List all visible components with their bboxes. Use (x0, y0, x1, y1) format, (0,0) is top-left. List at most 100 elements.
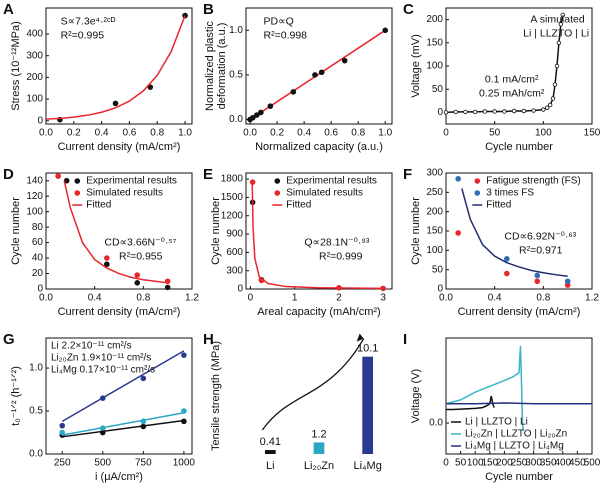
panel-label: E (203, 166, 213, 183)
annotation: 0.25 mAh/cm² (479, 88, 545, 100)
panel: C Voltage (mV) 0 50 100 150 0 50 100 150 200 Cycle … (403, 1, 600, 153)
y-tick-label: 100 (426, 61, 443, 72)
annotation: Li | LLZTO | Li (523, 27, 589, 39)
plot-frame (45, 172, 193, 290)
series-line (45, 15, 186, 120)
data-point (104, 261, 110, 268)
plot-frame (245, 7, 393, 125)
annotation: CD∝3.66N⁻⁰·⁵⁷ (104, 236, 176, 248)
y-tick-label: 600 (226, 247, 243, 258)
legend-swatch (74, 178, 81, 184)
y-axis-label: Voltage (V) (410, 369, 422, 423)
x-tick-label: 0.0 (439, 293, 453, 304)
data-point (492, 109, 497, 114)
x-tick-label: 1.2 (585, 293, 599, 304)
y-axis-label: t₀⁻¹ᐟ² (h⁻¹ᐟ²) (10, 366, 22, 426)
data-point (455, 230, 461, 236)
x-tick-label: 0 (443, 128, 449, 139)
x-tick-label: 1 (292, 293, 298, 304)
panel-label: C (403, 1, 414, 18)
x-tick-label: 0.2 (67, 128, 81, 139)
legend-label: Simulated results (86, 188, 163, 199)
data-point (443, 110, 449, 115)
annotation: CD∝6.92N⁻⁰·⁶³ (504, 231, 576, 243)
y-tick-label: 40 (32, 253, 44, 264)
x-tick-label: 250 (511, 458, 528, 469)
legend-label: Fitted (286, 200, 311, 211)
panel-label: G (3, 331, 15, 348)
x-tick-label: Li (266, 460, 275, 472)
legend-label: Li₄Mg | LLZTO | Li₄Mg (465, 441, 564, 452)
data-point (564, 282, 571, 288)
y-axis-label: Tensile strength (MPa) (210, 341, 222, 451)
plot-frame (245, 172, 393, 290)
x-tick-label: 100 (467, 458, 484, 469)
data-point (472, 109, 478, 115)
data-point (164, 284, 171, 291)
legend-label: Li 2.2×10⁻¹¹ cm²/s (51, 341, 132, 352)
y-tick-label: 80 (32, 222, 44, 233)
y-tick-label: 300 (426, 168, 443, 179)
series-line (461, 188, 568, 277)
x-tick-label: 0.6 (324, 128, 338, 139)
series-line (62, 419, 184, 438)
annotation: S∝7.3e⁴·²ᶜᴰ (61, 16, 116, 28)
annotation: R²=0.998 (264, 30, 308, 42)
x-axis-label: Current density (mA/cm²) (458, 306, 581, 318)
data-point (59, 429, 66, 436)
legend-swatch (474, 190, 481, 196)
x-tick-label: 0.4 (95, 128, 109, 139)
legend-swatch (274, 190, 281, 196)
x-tick-label: 450 (569, 458, 586, 469)
annotation: R²=0.995 (61, 30, 105, 42)
annotation: R²=0.999 (319, 250, 363, 262)
y-tick-label: 0.0 (229, 114, 243, 125)
panel-label: H (203, 331, 214, 348)
data-point (267, 103, 274, 109)
annotation: R²=0.955 (119, 250, 163, 262)
data-point (560, 12, 565, 18)
data-point (531, 108, 536, 113)
legend-label: Simulated results (286, 188, 363, 199)
bar (362, 356, 374, 454)
y-tick-label: 300 (26, 50, 43, 61)
data-point (312, 72, 318, 78)
data-point (382, 27, 389, 34)
y-tick-label: 150 (426, 226, 443, 237)
x-axis-label: Cycle number (485, 471, 553, 483)
x-tick-label: 2 (336, 293, 342, 304)
annotation: PD∝Q (264, 16, 294, 28)
data-point (249, 114, 256, 121)
y-tick-label: 0.5 (229, 70, 243, 81)
data-point (258, 109, 264, 116)
y-tick-label: 0.5 (29, 406, 43, 417)
y-axis-label: Stress (10⁻¹²MPa) (10, 21, 22, 111)
x-axis-label: Areal capacity (mAh/cm²) (257, 306, 380, 318)
data-point (564, 278, 571, 285)
series-line (445, 345, 525, 431)
panel: Gt₀⁻¹ᐟ² (h⁻¹ᐟ²) 250 500 750 1000 0.0 0.5 1.0 i (… (3, 331, 195, 483)
bar-value-label: 1.2 (311, 428, 326, 440)
x-tick-label: 1000 (173, 458, 196, 469)
x-tick-label: 50 (455, 458, 467, 469)
y-tick-label: 50 (432, 84, 444, 95)
plot-frame (445, 7, 593, 125)
y-axis-label: Cycle number (10, 197, 22, 265)
legend-label: Fitted (486, 200, 511, 211)
series-line (251, 182, 384, 290)
data-point (482, 109, 488, 114)
x-tick-label: 50 (489, 128, 501, 139)
data-point (318, 69, 325, 76)
x-axis-label: Current density (mA/cm²) (58, 306, 181, 318)
arrow-head (356, 333, 364, 342)
panel: F Cycle number 0.0 0.4 0.8 1.2 0 50 100 150 200 250… (403, 166, 599, 318)
y-tick-label: 0 (37, 115, 43, 126)
legend-swatch (474, 178, 481, 184)
data-point (453, 109, 458, 115)
y-tick-label: 150 (426, 37, 443, 48)
series-line (63, 180, 168, 284)
data-point (550, 96, 556, 101)
x-tick-label: 150 (584, 128, 600, 139)
series-line (62, 412, 185, 436)
